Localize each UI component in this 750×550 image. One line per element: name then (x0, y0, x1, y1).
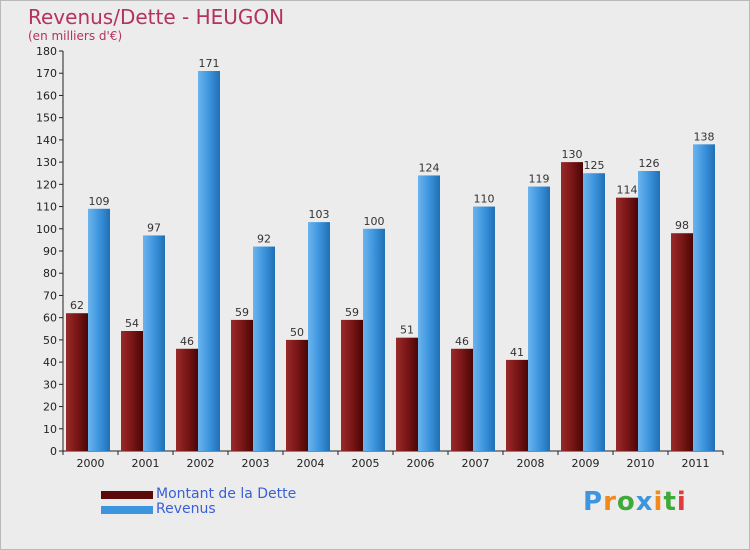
value-label-dette: 41 (510, 346, 524, 359)
value-label-revenus: 97 (147, 221, 161, 234)
x-tick-label: 2007 (462, 457, 490, 470)
logo-letter: x (635, 487, 654, 517)
logo-letter: r (603, 487, 617, 517)
y-tick-label: 70 (43, 289, 57, 302)
y-tick-label: 140 (36, 134, 57, 147)
value-label-dette: 130 (562, 148, 583, 161)
value-label-revenus: 109 (89, 195, 110, 208)
value-label-dette: 54 (125, 317, 139, 330)
bar-revenus (363, 228, 385, 451)
value-label-dette: 46 (180, 335, 194, 348)
bar-dette (616, 197, 638, 451)
y-tick-label: 60 (43, 312, 57, 325)
logo-letter: t (663, 487, 677, 517)
bar-dette (66, 313, 88, 451)
bar-dette (671, 233, 693, 451)
bar-revenus (583, 173, 605, 451)
value-label-dette: 51 (400, 324, 414, 337)
logo-letter: i (653, 487, 664, 517)
value-label-revenus: 138 (694, 130, 715, 143)
legend: Montant de la Dette Revenus (101, 487, 296, 517)
bar-dette (176, 348, 198, 451)
value-label-revenus: 103 (309, 208, 330, 221)
bar-revenus (693, 144, 715, 452)
legend-item-revenus: Revenus (101, 502, 296, 517)
y-tick-label: 90 (43, 245, 57, 258)
x-tick-label: 2003 (242, 457, 270, 470)
logo-letter: P (583, 487, 604, 517)
y-tick-label: 110 (36, 201, 57, 214)
bar-revenus (638, 171, 660, 451)
y-tick-label: 130 (36, 156, 57, 169)
bar-dette (121, 331, 143, 451)
y-tick-label: 120 (36, 178, 57, 191)
y-tick-label: 170 (36, 67, 57, 80)
x-tick-label: 2005 (352, 457, 380, 470)
bar-dette (561, 162, 583, 451)
legend-swatch-revenus (101, 505, 153, 514)
value-label-revenus: 119 (529, 173, 550, 186)
value-label-revenus: 100 (364, 215, 385, 228)
legend-swatch-debt (101, 490, 153, 499)
bar-dette (231, 319, 253, 451)
logo-letter: o (616, 487, 636, 517)
y-tick-label: 10 (43, 423, 57, 436)
y-tick-label: 30 (43, 378, 57, 391)
x-tick-label: 2009 (572, 457, 600, 470)
y-tick-label: 0 (50, 445, 57, 458)
bar-revenus (418, 175, 440, 451)
x-tick-label: 2004 (297, 457, 325, 470)
bar-dette (341, 319, 363, 451)
logo-letter: i (676, 487, 687, 517)
bar-revenus (308, 222, 330, 451)
value-label-dette: 98 (675, 219, 689, 232)
y-tick-label: 150 (36, 112, 57, 125)
legend-label-revenus: Revenus (156, 501, 216, 517)
y-tick-label: 80 (43, 267, 57, 280)
value-label-revenus: 124 (419, 161, 440, 174)
value-label-revenus: 110 (474, 193, 495, 206)
x-tick-label: 2000 (77, 457, 105, 470)
bar-dette (286, 339, 308, 451)
value-label-dette: 114 (617, 184, 638, 197)
x-tick-label: 2011 (682, 457, 710, 470)
x-tick-label: 2008 (517, 457, 545, 470)
bar-dette (506, 359, 528, 451)
legend-label-debt: Montant de la Dette (156, 486, 297, 502)
bar-revenus (88, 208, 110, 451)
bar-revenus (198, 71, 220, 451)
bar-dette (396, 337, 418, 451)
value-label-dette: 59 (235, 306, 249, 319)
value-label-revenus: 171 (199, 57, 220, 70)
chart-subtitle: (en milliers d'€) (28, 29, 123, 43)
bar-revenus (253, 246, 275, 451)
value-label-revenus: 126 (639, 157, 660, 170)
x-tick-label: 2001 (132, 457, 160, 470)
value-label-revenus: 125 (584, 159, 605, 172)
y-tick-label: 50 (43, 334, 57, 347)
bar-revenus (143, 235, 165, 451)
y-tick-label: 180 (36, 45, 57, 58)
y-tick-label: 160 (36, 89, 57, 102)
y-tick-label: 20 (43, 401, 57, 414)
bar-revenus (473, 206, 495, 451)
y-tick-label: 40 (43, 356, 57, 369)
y-tick-label: 100 (36, 223, 57, 236)
bar-dette (451, 348, 473, 451)
chart-title: Revenus/Dette - HEUGON (28, 5, 285, 29)
value-label-dette: 59 (345, 306, 359, 319)
bar-revenus (528, 186, 550, 452)
value-label-revenus: 92 (257, 233, 271, 246)
proxiti-logo: Proxiti (583, 487, 687, 517)
value-label-dette: 50 (290, 326, 304, 339)
legend-item-debt: Montant de la Dette (101, 487, 296, 502)
x-tick-label: 2002 (187, 457, 215, 470)
x-tick-label: 2010 (627, 457, 655, 470)
value-label-dette: 62 (70, 299, 84, 312)
value-label-dette: 46 (455, 335, 469, 348)
x-tick-label: 2006 (407, 457, 435, 470)
